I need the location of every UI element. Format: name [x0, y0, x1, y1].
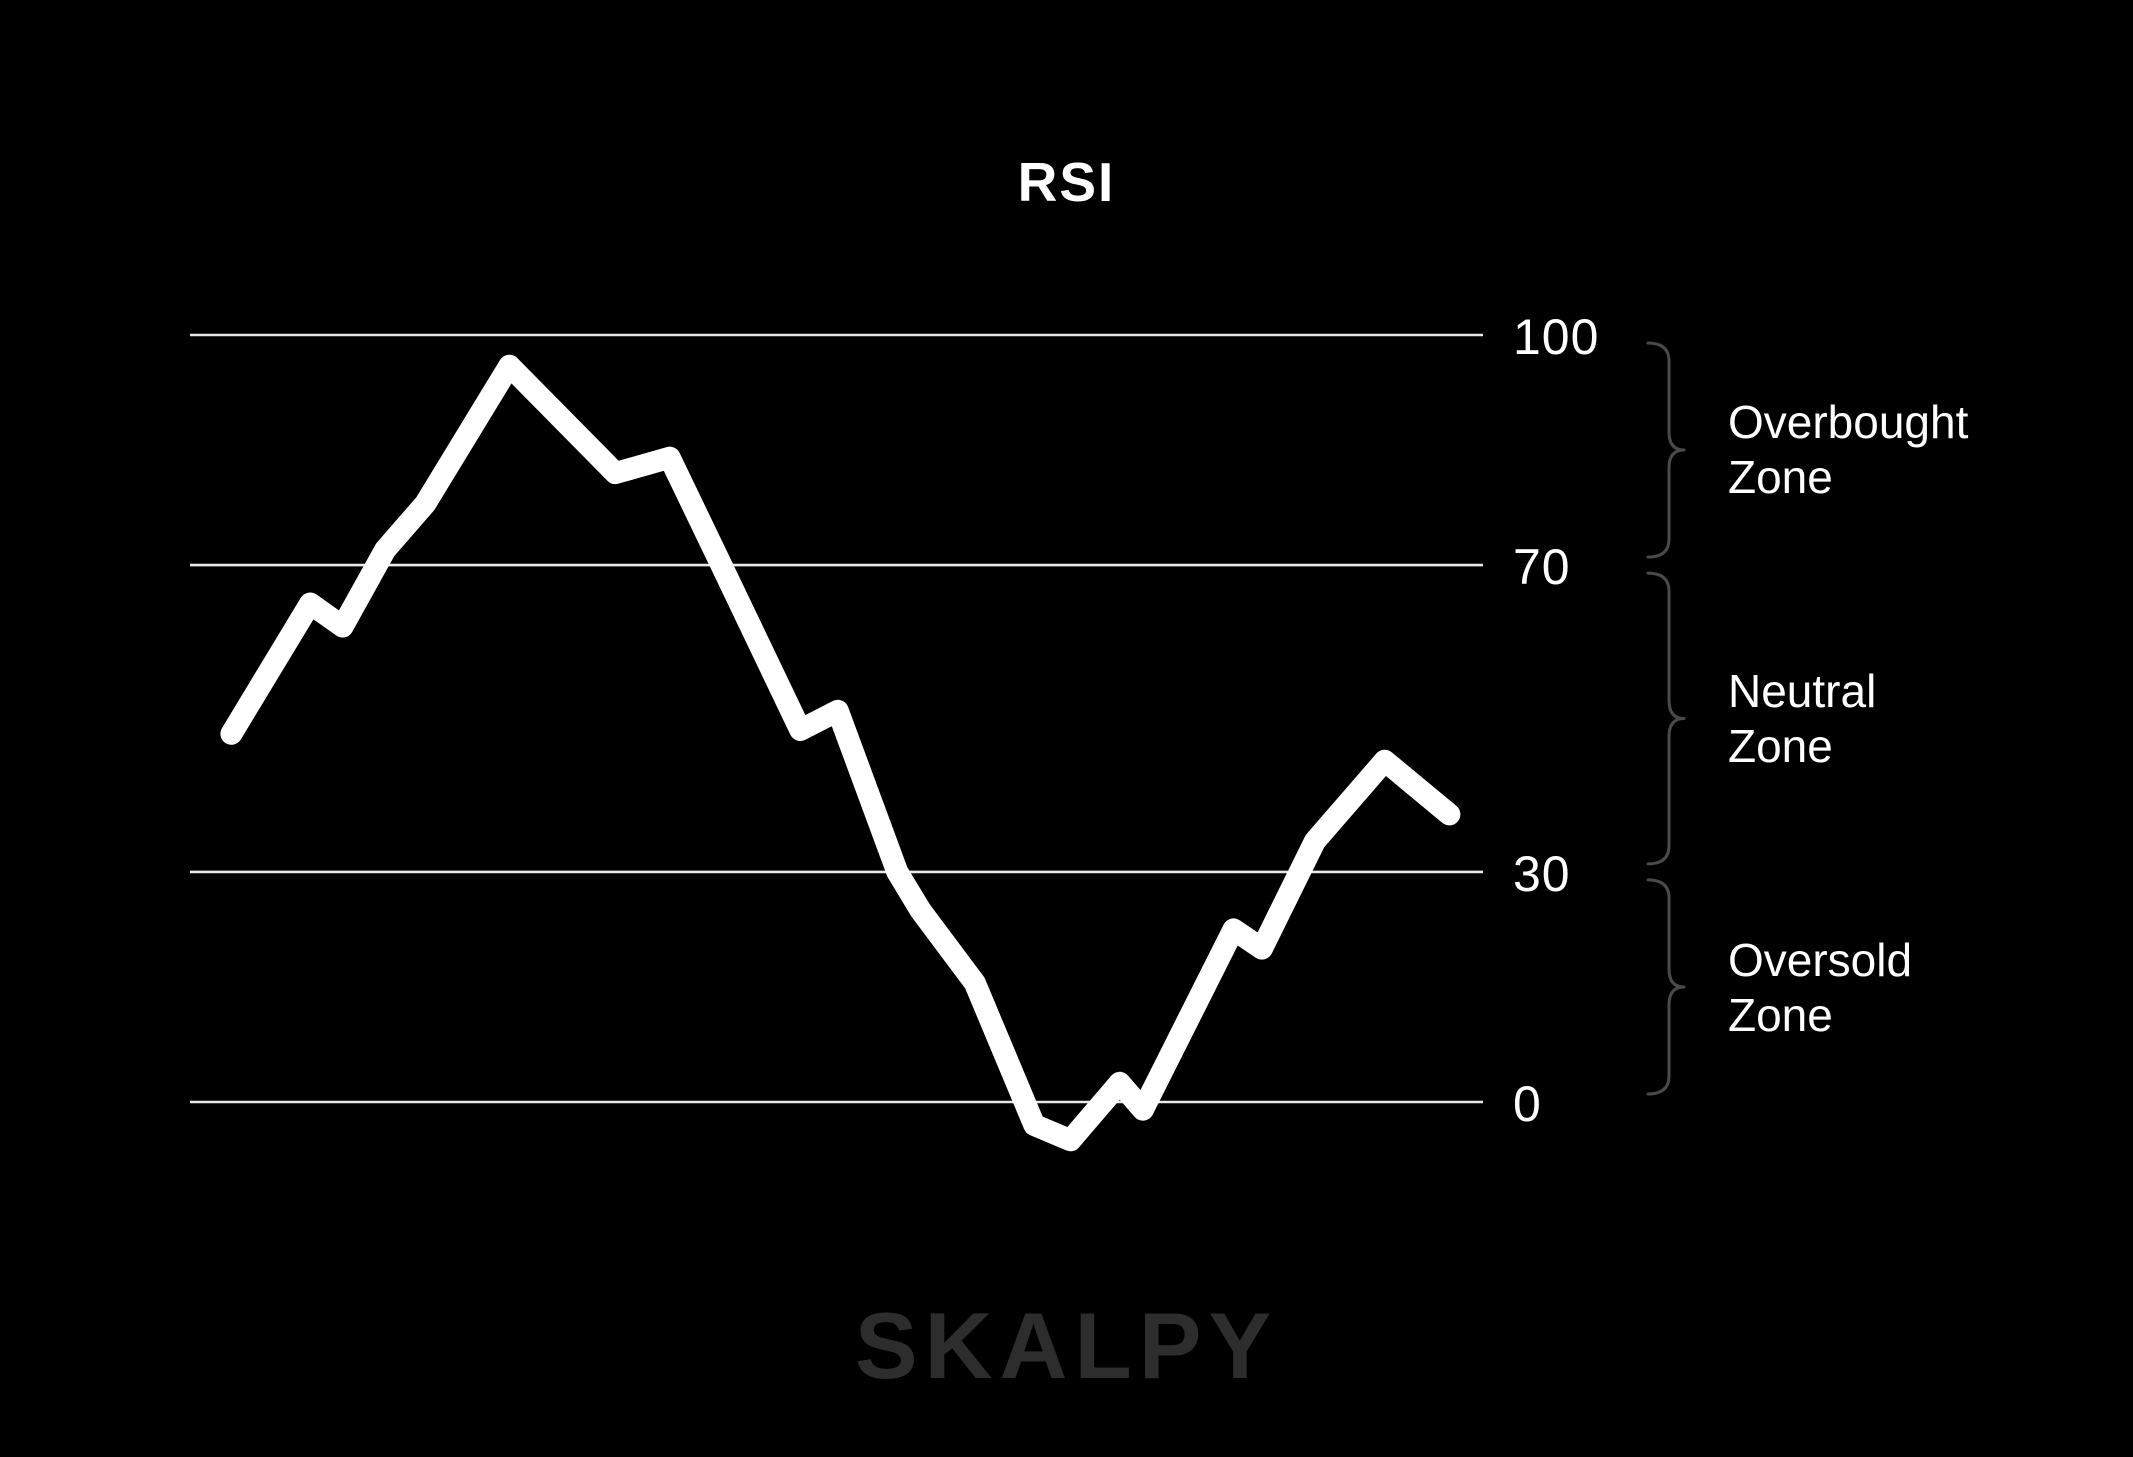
overbought-zone-label: Overbought Zone	[1728, 395, 1968, 505]
neutral-zone-brace	[1646, 571, 1686, 866]
rsi-line-group	[220, 354, 1461, 1152]
y-tick-0: 0	[1513, 1076, 1542, 1132]
oversold-zone-brace	[1646, 878, 1686, 1096]
overbought-zone-brace	[1646, 341, 1686, 559]
y-tick-100: 100	[1513, 309, 1600, 365]
oversold-zone-label-line1: Oversold	[1728, 934, 1913, 986]
neutral-zone-label-line1: Neutral	[1728, 665, 1877, 717]
neutral-zone-label-line2: Zone	[1728, 720, 1833, 772]
oversold-zone-label-line2: Zone	[1728, 989, 1833, 1041]
chart-title: RSI	[1017, 151, 1116, 213]
rsi-line	[220, 354, 1461, 1152]
y-tick-30: 30	[1513, 846, 1571, 902]
zone-braces	[1646, 341, 1686, 1096]
neutral-zone-label: Neutral Zone	[1728, 664, 1876, 774]
overbought-zone-label-line2: Zone	[1728, 451, 1833, 503]
gridlines	[190, 333, 1483, 1104]
overbought-zone-label-line1: Overbought	[1728, 396, 1969, 448]
oversold-zone-label: Oversold Zone	[1728, 933, 1912, 1043]
skalpy-watermark: SKALPY	[854, 1293, 1279, 1398]
y-tick-70: 70	[1513, 539, 1571, 595]
